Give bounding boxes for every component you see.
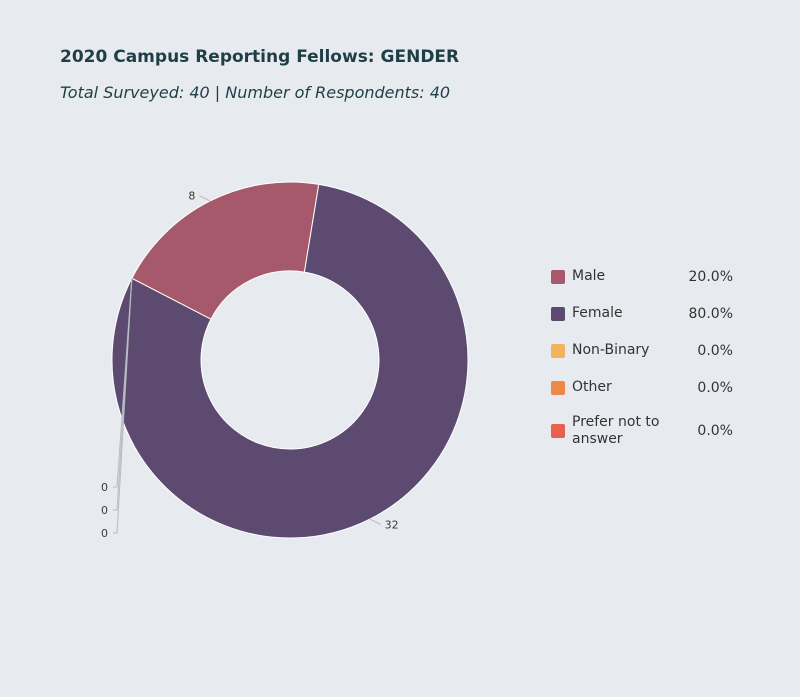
legend-swatch-non-binary (551, 343, 565, 358)
legend-item-non-binary[interactable]: Non-Binary 0.0% (551, 340, 751, 361)
legend-swatch-other (551, 380, 565, 395)
leader-line-female (369, 518, 381, 525)
data-label-non-binary: 0 (101, 481, 108, 494)
chart-subtitle: Total Surveyed: 40 | Number of Responden… (60, 83, 451, 102)
data-label-prefer-not-to-answer: 0 (101, 527, 108, 540)
legend-item-female[interactable]: Female 80.0% (551, 303, 751, 324)
leader-line-male (199, 195, 211, 202)
legend-item-other[interactable]: Other 0.0% (551, 377, 751, 398)
legend-item-male[interactable]: Male 20.0% (551, 266, 751, 287)
data-label-other: 0 (101, 504, 108, 517)
slice-female[interactable] (111, 183, 469, 539)
legend-label-prefer-not-to-answer: Prefer not to answer (572, 414, 660, 447)
legend-swatch-male (551, 269, 565, 284)
legend-percent-other: 0.0% (697, 379, 733, 396)
legend-item-prefer-not-to-answer[interactable]: Prefer not to answer 0.0% (551, 414, 751, 448)
legend-label-male: Male (572, 268, 606, 284)
legend-label-female: Female (572, 305, 623, 321)
legend-percent-prefer-not-to-answer: 0.0% (697, 423, 733, 439)
chart-title: 2020 Campus Reporting Fellows: GENDER (60, 47, 460, 67)
legend-percent-non-binary: 0.0% (697, 342, 733, 359)
slice-male[interactable] (131, 181, 320, 320)
data-label-female: 32 (385, 518, 399, 531)
legend-swatch-prefer-not-to-answer (551, 424, 565, 438)
legend-percent-female: 80.0% (688, 305, 733, 322)
legend-swatch-female (551, 306, 565, 321)
legend-percent-male: 20.0% (688, 268, 733, 285)
chart-legend: Male 20.0% Female 80.0% Non-Binary 0.0% … (551, 266, 751, 464)
legend-label-other: Other (572, 379, 612, 395)
legend-label-non-binary: Non-Binary (572, 342, 650, 358)
leader-line-prefer-not-to-answer (113, 278, 133, 534)
data-label-male: 8 (188, 190, 195, 203)
